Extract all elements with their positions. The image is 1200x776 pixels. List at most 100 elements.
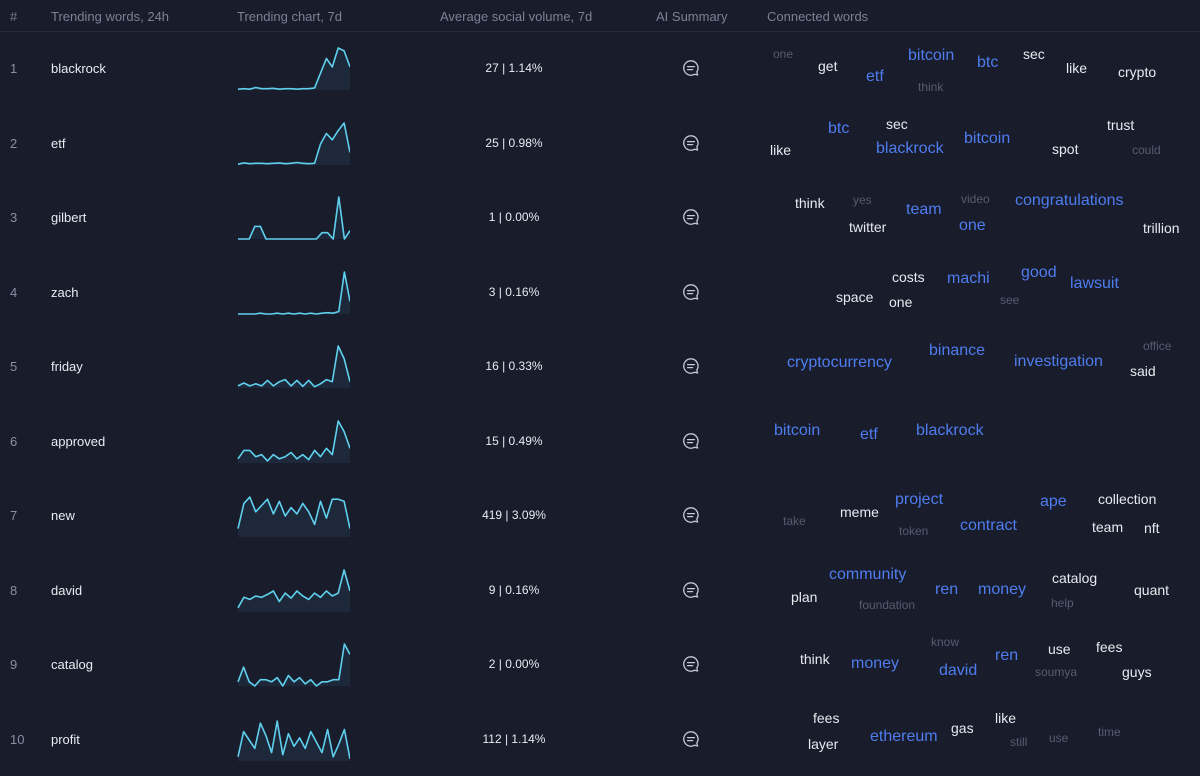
trending-word[interactable]: blackrock <box>51 61 106 76</box>
connected-word[interactable]: trust <box>1107 116 1135 133</box>
chat-bubble-icon[interactable] <box>682 506 700 524</box>
connected-word[interactable]: could <box>1132 142 1161 157</box>
connected-word[interactable]: fees <box>1096 639 1123 655</box>
connected-word[interactable]: guys <box>1122 664 1152 680</box>
connected-word[interactable]: blackrock <box>916 421 984 439</box>
connected-word[interactable]: gas <box>951 719 974 736</box>
connected-word[interactable]: one <box>889 293 913 310</box>
connected-word[interactable]: fees <box>813 709 840 726</box>
table-row[interactable]: 5 friday 16 | 0.33% cryptocurrency binance in… <box>0 329 1200 403</box>
connected-word[interactable]: blackrock <box>876 139 944 157</box>
chat-bubble-icon[interactable] <box>682 432 700 450</box>
connected-word[interactable]: lawsuit <box>1070 274 1119 292</box>
table-row[interactable]: 4 zach 3 | 0.16% costs machi good lawsuit space… <box>0 255 1200 329</box>
connected-word[interactable]: think <box>795 195 825 211</box>
connected-word[interactable]: bitcoin <box>908 47 955 64</box>
trending-sparkline[interactable] <box>236 491 350 539</box>
connected-word[interactable]: ren <box>935 580 959 598</box>
chat-bubble-icon[interactable] <box>682 134 700 152</box>
connected-word[interactable]: nft <box>1144 520 1160 536</box>
connected-word[interactable]: help <box>1051 595 1074 610</box>
connected-word[interactable]: cryptocurrency <box>787 354 892 371</box>
connected-word[interactable]: spot <box>1052 140 1079 157</box>
trending-sparkline[interactable] <box>236 715 350 763</box>
connected-word[interactable]: collection <box>1098 491 1157 507</box>
chat-bubble-icon[interactable] <box>682 357 700 375</box>
connected-word[interactable]: etf <box>866 68 884 85</box>
connected-word[interactable]: foundation <box>859 597 916 612</box>
trending-sparkline[interactable] <box>236 193 350 241</box>
connected-word[interactable]: said <box>1130 363 1156 379</box>
connected-word[interactable]: plan <box>791 588 818 605</box>
connected-word[interactable]: know <box>931 635 960 649</box>
connected-word[interactable]: trillion <box>1143 220 1180 236</box>
trending-word[interactable]: friday <box>51 359 83 374</box>
trending-word[interactable]: profit <box>51 731 80 747</box>
trending-word[interactable]: approved <box>51 433 106 449</box>
trending-sparkline[interactable] <box>236 342 350 390</box>
connected-word[interactable]: david <box>939 662 978 679</box>
trending-word[interactable]: gilbert <box>51 210 87 225</box>
trending-word[interactable]: etf <box>51 135 66 151</box>
connected-word[interactable]: binance <box>929 342 986 359</box>
connected-word[interactable]: think <box>800 651 830 667</box>
trending-word[interactable]: david <box>51 582 83 598</box>
table-row[interactable]: 8 david 9 | 0.16% community plan foundation re… <box>0 553 1200 627</box>
connected-word[interactable]: contract <box>960 517 1017 534</box>
connected-word[interactable]: token <box>899 524 929 538</box>
connected-word[interactable]: use <box>1049 730 1069 745</box>
connected-word[interactable]: still <box>1010 734 1028 749</box>
connected-word[interactable]: sec <box>1023 46 1045 62</box>
trending-sparkline[interactable] <box>236 417 350 465</box>
trending-word[interactable]: zach <box>51 284 79 300</box>
connected-word[interactable]: costs <box>892 268 925 285</box>
chat-bubble-icon[interactable] <box>682 283 700 301</box>
connected-word[interactable]: one <box>773 47 794 61</box>
connected-word[interactable]: use <box>1048 641 1071 657</box>
connected-word[interactable]: take <box>783 514 806 528</box>
header-social-volume[interactable]: Average social volume, 7d <box>440 9 593 24</box>
table-row[interactable]: 3 gilbert 1 | 0.00% think yes twitter team vide… <box>0 180 1200 254</box>
table-row[interactable]: 10 profit 112 | 1.14% fees layer ethereum gas l… <box>0 702 1200 776</box>
chat-bubble-icon[interactable] <box>682 581 700 599</box>
connected-word[interactable]: bitcoin <box>964 129 1011 147</box>
connected-word[interactable]: like <box>1066 60 1088 76</box>
connected-word[interactable]: space <box>836 288 874 305</box>
table-row[interactable]: 9 catalog 2 | 0.00% know think money david ren u… <box>0 627 1200 701</box>
connected-word[interactable]: like <box>770 141 792 158</box>
table-row[interactable]: 7 new 419 | 3.09% take meme token project contr… <box>0 478 1200 552</box>
chat-bubble-icon[interactable] <box>682 655 700 673</box>
connected-word[interactable]: money <box>978 580 1027 598</box>
connected-word[interactable]: think <box>918 80 944 94</box>
connected-word[interactable]: time <box>1098 724 1121 739</box>
connected-word[interactable]: crypto <box>1118 64 1157 80</box>
connected-word[interactable]: etf <box>860 425 878 443</box>
connected-word[interactable]: get <box>818 58 838 74</box>
connected-word[interactable]: good <box>1021 263 1057 281</box>
trending-sparkline[interactable] <box>236 44 350 92</box>
connected-word[interactable]: investigation <box>1014 353 1103 370</box>
connected-word[interactable]: btc <box>828 119 850 137</box>
connected-word[interactable]: bitcoin <box>774 421 821 439</box>
connected-word[interactable]: money <box>851 655 900 672</box>
table-row[interactable]: 1 blackrock 27 | 1.14% one get etf bitcoin thin… <box>0 31 1200 105</box>
connected-word[interactable]: yes <box>853 193 872 207</box>
header-trending-words[interactable]: Trending words, 24h <box>51 9 170 24</box>
connected-word[interactable]: congratulations <box>1015 192 1124 209</box>
chat-bubble-icon[interactable] <box>682 59 700 77</box>
connected-word[interactable]: video <box>961 192 990 206</box>
connected-word[interactable]: ethereum <box>870 727 938 745</box>
trending-sparkline[interactable] <box>236 640 350 688</box>
chat-bubble-icon[interactable] <box>682 208 700 226</box>
connected-word[interactable]: btc <box>977 54 999 71</box>
table-row[interactable]: 2 etf 25 | 0.98% like btc sec blackrock bitcoin… <box>0 106 1200 180</box>
trending-word[interactable]: catalog <box>51 657 93 672</box>
connected-word[interactable]: quant <box>1134 581 1170 598</box>
connected-word[interactable]: team <box>906 201 942 218</box>
connected-word[interactable]: project <box>895 491 944 508</box>
connected-word[interactable]: machi <box>947 269 990 287</box>
trending-sparkline[interactable] <box>236 566 350 614</box>
trending-sparkline[interactable] <box>236 119 350 167</box>
trending-word[interactable]: new <box>51 508 75 523</box>
connected-word[interactable]: soumya <box>1035 665 1078 679</box>
